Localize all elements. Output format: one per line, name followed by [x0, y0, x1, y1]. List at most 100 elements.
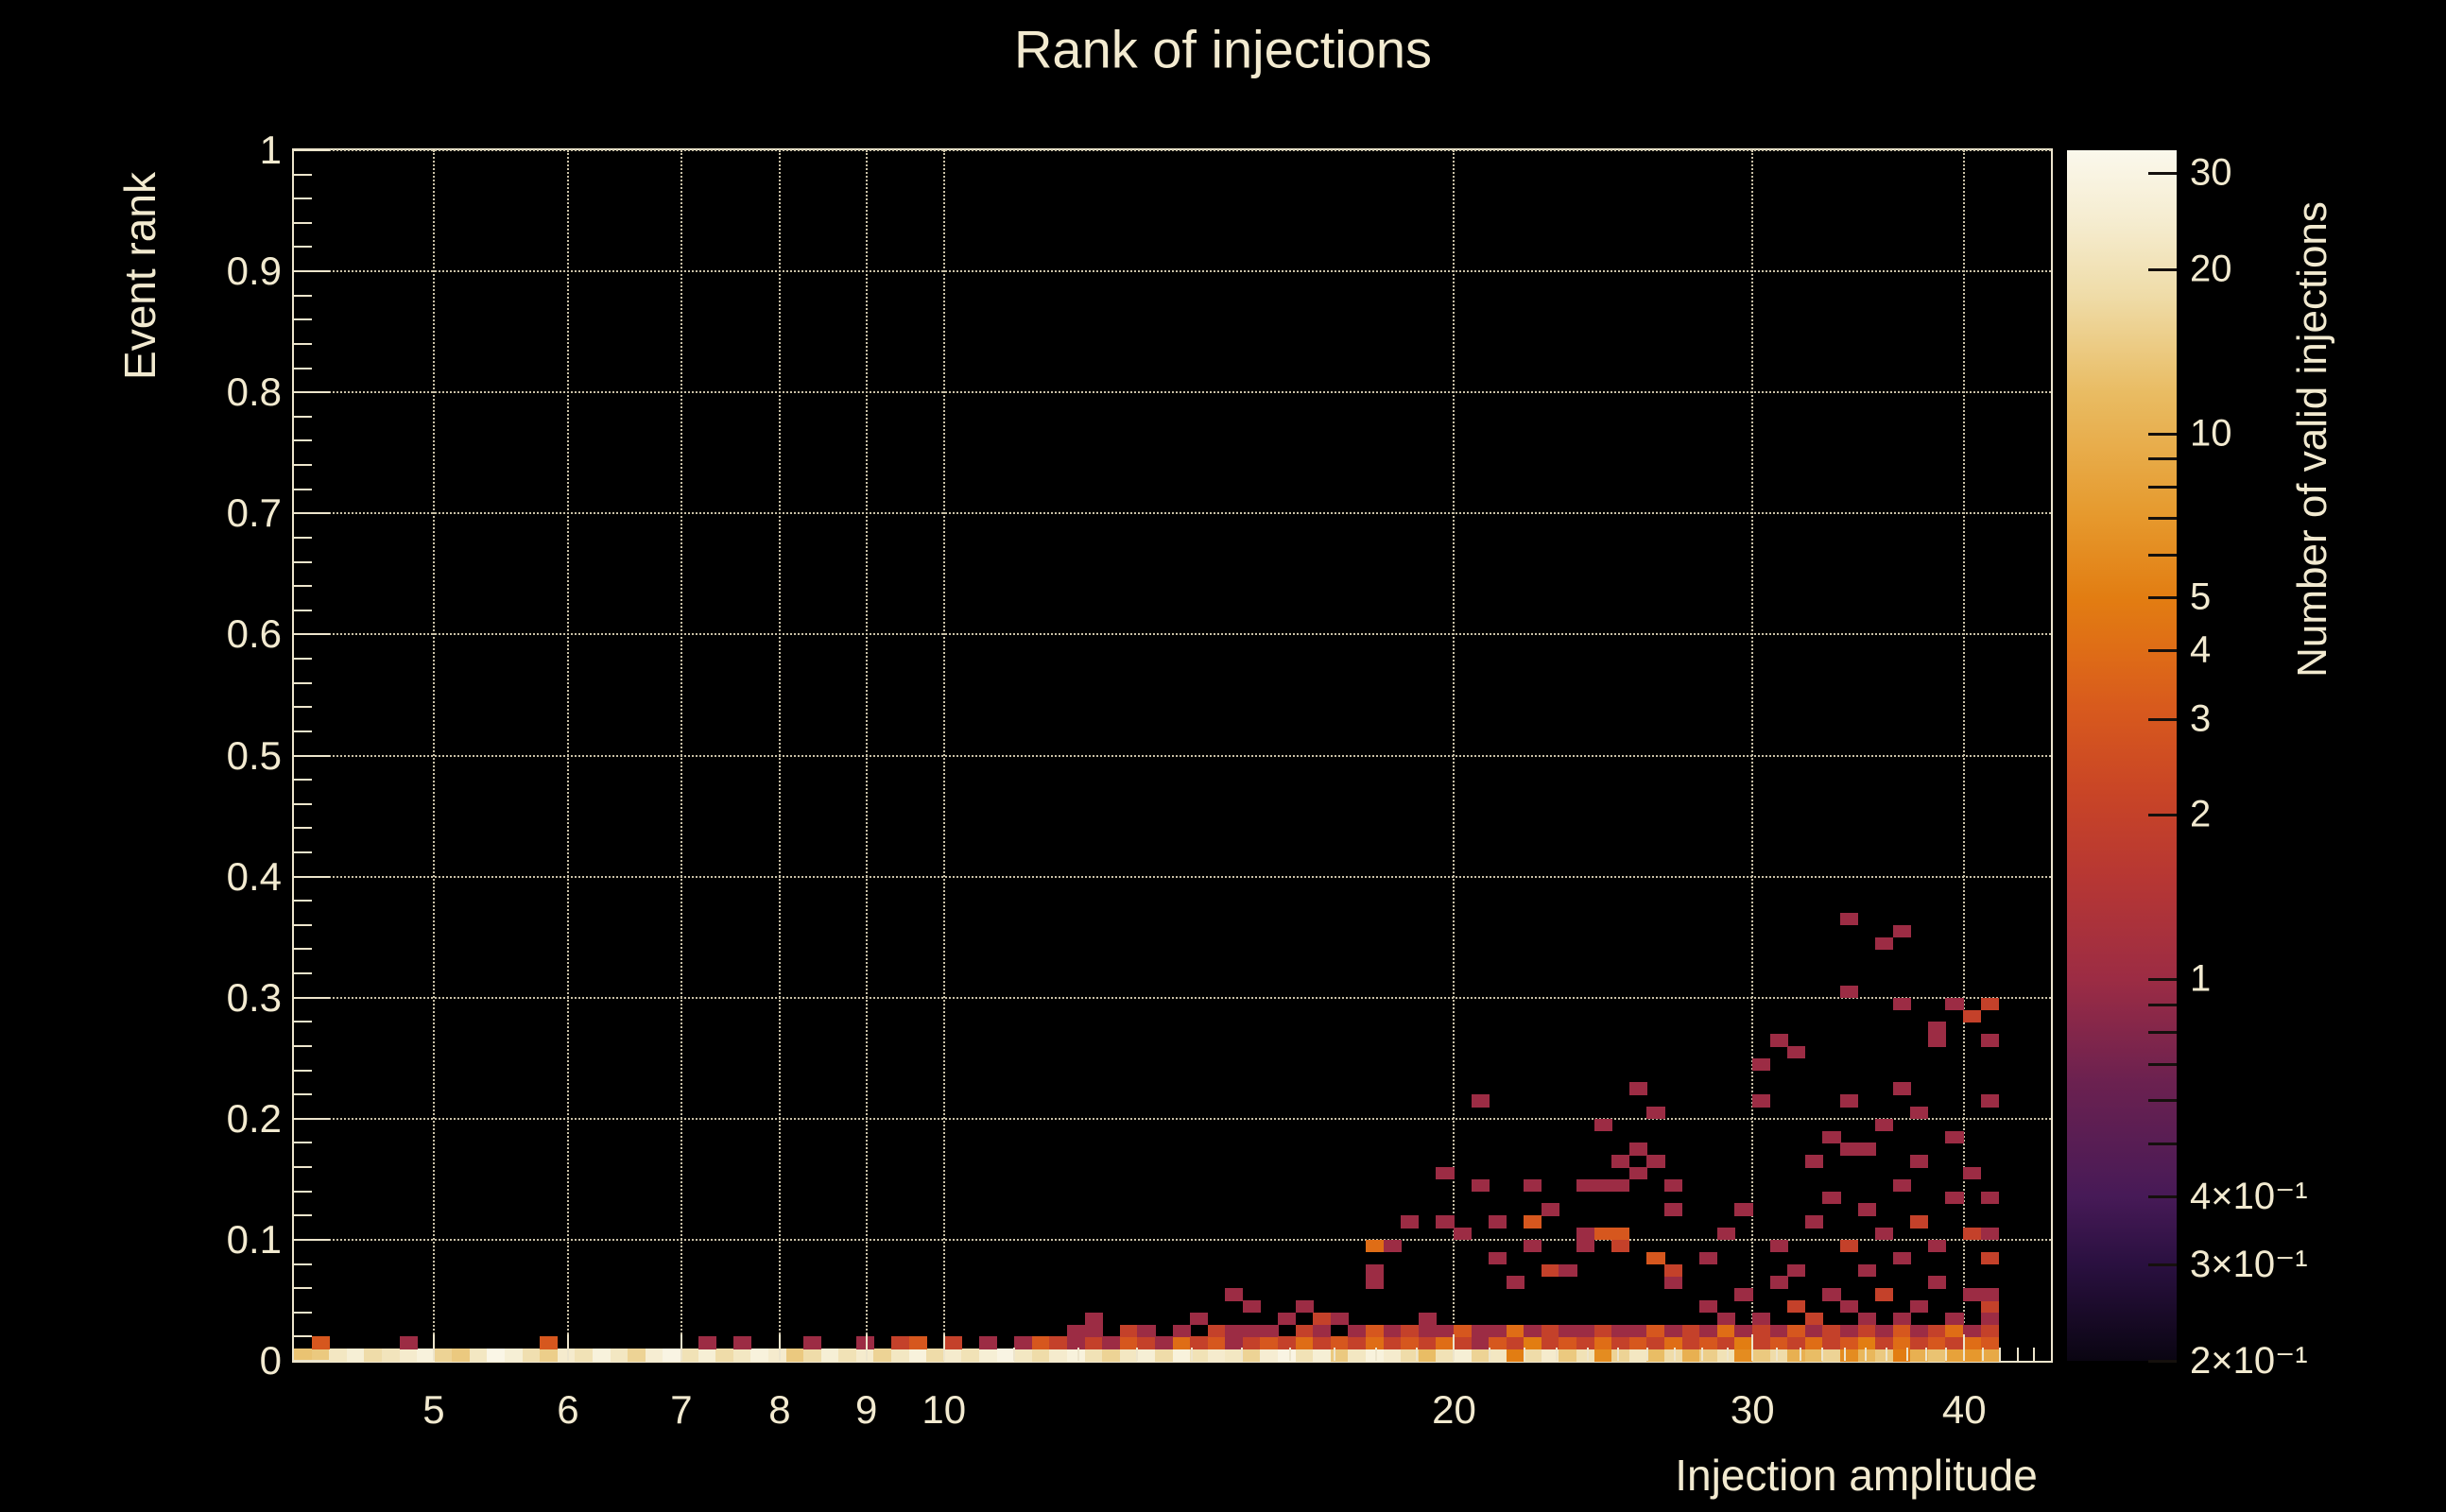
- v-gridline: [865, 150, 868, 1361]
- y-minor-tick: [294, 779, 312, 782]
- y-tick-label: 1: [259, 128, 282, 172]
- heatmap-cell: [1278, 1349, 1297, 1362]
- heatmap-cell: [891, 1336, 910, 1349]
- x-major-tick: [1963, 1334, 1966, 1361]
- x-minor-tick: [1241, 1348, 1244, 1361]
- x-minor-tick: [1587, 1348, 1590, 1361]
- x-major-tick: [865, 1334, 868, 1361]
- x-major-tick: [680, 1334, 682, 1361]
- y-tick-label: 0.3: [226, 974, 282, 1020]
- heatmap-cell: [1927, 1336, 1947, 1349]
- heatmap-cell: [1524, 1324, 1542, 1337]
- heatmap-cell: [1559, 1263, 1577, 1277]
- heatmap-cell: [1524, 1336, 1542, 1349]
- colorbar-tick: [2148, 553, 2177, 557]
- heatmap-cell: [346, 1349, 365, 1362]
- y-minor-tick: [294, 948, 312, 951]
- heatmap-cell: [645, 1349, 663, 1362]
- colorbar-tick-label: 10: [2190, 412, 2232, 455]
- heatmap-cell: [1137, 1324, 1156, 1337]
- heatmap-cell: [1295, 1299, 1314, 1314]
- heatmap-cell: [1892, 1349, 1911, 1362]
- colorbar-tick: [2148, 717, 2177, 721]
- heatmap-cell: [1489, 1251, 1507, 1265]
- heatmap-cell: [908, 1336, 927, 1349]
- heatmap-cell: [1804, 1215, 1823, 1228]
- heatmap-cell: [1172, 1336, 1191, 1349]
- heatmap-cell: [1804, 1349, 1823, 1362]
- colorbar-tick: [2148, 1195, 2177, 1199]
- heatmap-cell: [1980, 1034, 1999, 1047]
- x-minor-tick: [2016, 1348, 2019, 1361]
- heatmap-cell: [1383, 1336, 1402, 1349]
- heatmap-cell: [961, 1349, 980, 1362]
- heatmap-cell: [1278, 1312, 1297, 1326]
- heatmap-cell: [1628, 1167, 1648, 1180]
- y-minor-tick: [294, 1214, 312, 1217]
- heatmap-cell: [1646, 1106, 1665, 1120]
- heatmap-cell: [1857, 1263, 1876, 1277]
- heatmap-cell: [1401, 1336, 1420, 1349]
- colorbar-tick: [2148, 456, 2177, 460]
- heatmap-cell: [1769, 1239, 1788, 1253]
- heatmap-cell: [434, 1349, 453, 1362]
- heatmap-cell: [1628, 1082, 1648, 1095]
- h-gridline: [294, 754, 2051, 757]
- colorbar-tick-label: 2: [2190, 793, 2212, 835]
- v-gridline: [1751, 150, 1754, 1361]
- heatmap-cell: [1190, 1312, 1209, 1326]
- heatmap-cell: [1822, 1288, 1841, 1301]
- x-tick-label: 40: [1941, 1387, 1987, 1432]
- x-axis-title: Injection amplitude: [1675, 1451, 2038, 1500]
- colorbar-tick-label: 1: [2190, 957, 2212, 1000]
- heatmap-cell: [1734, 1336, 1753, 1349]
- heatmap-cell: [1787, 1263, 1806, 1277]
- heatmap-cell: [1628, 1143, 1648, 1156]
- y-major-tick: [294, 754, 330, 757]
- heatmap-cell: [1769, 1276, 1788, 1289]
- heatmap-cell: [1681, 1336, 1700, 1349]
- heatmap-cell: [1822, 1349, 1841, 1362]
- heatmap-cell: [1084, 1324, 1103, 1337]
- y-minor-tick: [294, 560, 312, 563]
- heatmap-cell: [1963, 1324, 1982, 1337]
- heatmap-cell: [1839, 1324, 1859, 1337]
- heatmap-cell: [785, 1349, 804, 1362]
- heatmap-cell: [1787, 1349, 1806, 1362]
- heatmap-cell: [1559, 1324, 1577, 1337]
- x-minor-tick: [1489, 1348, 1491, 1361]
- heatmap-cell: [1559, 1336, 1577, 1349]
- heatmap-cell: [1875, 936, 1894, 951]
- heatmap-cell: [1471, 1336, 1490, 1349]
- heatmap-cell: [1611, 1336, 1630, 1349]
- heatmap-cell: [1049, 1349, 1068, 1362]
- y-major-tick: [294, 512, 330, 515]
- heatmap-cell: [1980, 997, 1999, 1011]
- heatmap-cell: [855, 1349, 875, 1362]
- heatmap-cell: [1436, 1349, 1455, 1362]
- colorbar-tick-label: 30: [2190, 151, 2232, 194]
- heatmap-cell: [891, 1349, 910, 1362]
- x-minor-tick: [1333, 1348, 1335, 1361]
- v-gridline: [566, 150, 569, 1361]
- y-major-tick: [294, 1117, 330, 1120]
- colorbar-tick: [2148, 649, 2177, 653]
- heatmap-cell: [1699, 1349, 1718, 1362]
- heatmap-cell: [1576, 1349, 1595, 1362]
- heatmap-cell: [1453, 1349, 1473, 1362]
- h-gridline: [294, 270, 2051, 273]
- colorbar-tick-label: 20: [2190, 248, 2232, 290]
- heatmap-cell: [820, 1349, 839, 1362]
- heatmap-cell: [663, 1349, 681, 1362]
- heatmap-cell: [1471, 1094, 1490, 1108]
- heatmap-cell: [1207, 1349, 1226, 1362]
- heatmap-cell: [1313, 1312, 1332, 1326]
- heatmap-cell: [1804, 1312, 1823, 1326]
- y-tick-label: 0.2: [226, 1095, 282, 1141]
- colorbar-tick: [2148, 432, 2177, 436]
- heatmap-cell: [1365, 1324, 1385, 1337]
- heatmap-cell: [1593, 1118, 1612, 1132]
- heatmap-cell: [1716, 1336, 1735, 1349]
- heatmap-cell: [1822, 1130, 1841, 1144]
- heatmap-cell: [1576, 1324, 1595, 1337]
